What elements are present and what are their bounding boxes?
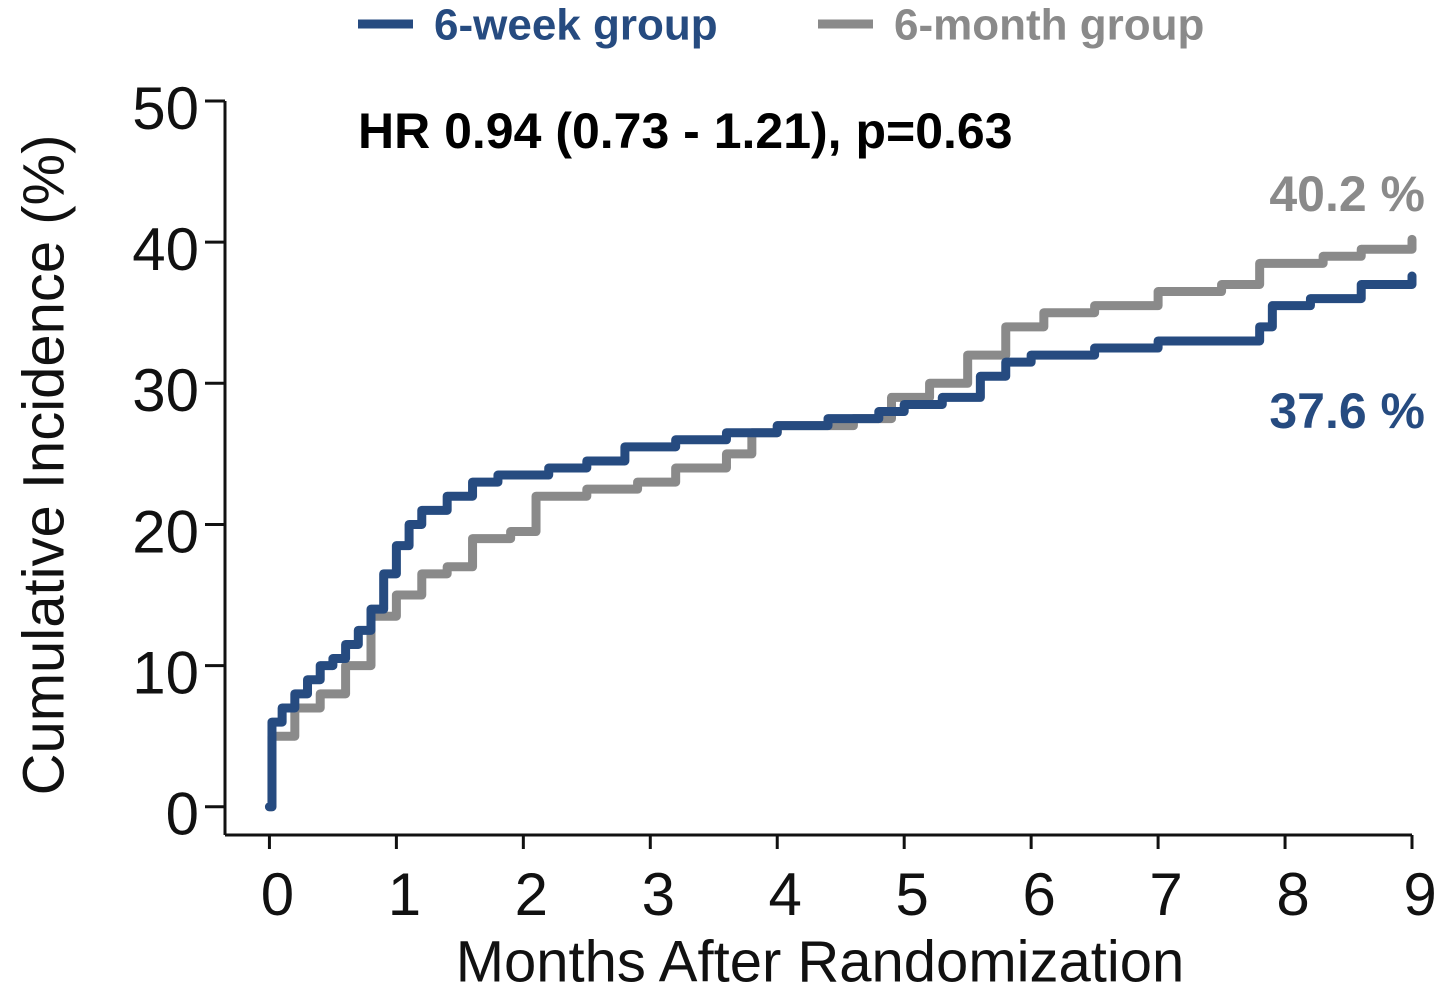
y-axis-label: Cumulative Incidence (%) [11, 135, 76, 796]
x-tick-label: 4 [769, 861, 802, 928]
x-tick-label: 9 [1403, 861, 1436, 928]
x-tick-label: 5 [896, 861, 929, 928]
y-tick-label: 10 [132, 639, 199, 706]
annotation: HR 0.94 (0.73 - 1.21), p=0.63 [358, 103, 1013, 159]
annotation: 37.6 % [1269, 383, 1425, 439]
x-tick-label: 6 [1022, 861, 1055, 928]
x-tick-label: 1 [388, 861, 421, 928]
x-tick-label: 7 [1149, 861, 1182, 928]
line [264, 234, 1417, 812]
y-tick-label: 20 [132, 498, 199, 565]
x-tick-label: 3 [642, 861, 675, 928]
legend-label: 6-week group [434, 1, 718, 50]
x-tick-label: 2 [515, 861, 548, 928]
y-tick-label: 40 [132, 216, 199, 283]
annotation: 40.2 % [1269, 166, 1425, 222]
x-tick-label: 8 [1276, 861, 1309, 928]
x-axis-label: Months After Randomization [456, 929, 1185, 994]
y-tick-label: 0 [166, 781, 199, 848]
x-tick-label: 0 [261, 861, 294, 928]
legend-label: 6-month group [894, 1, 1204, 50]
line [264, 271, 1417, 812]
y-tick-label: 30 [132, 357, 199, 424]
y-tick-label: 50 [132, 75, 199, 142]
